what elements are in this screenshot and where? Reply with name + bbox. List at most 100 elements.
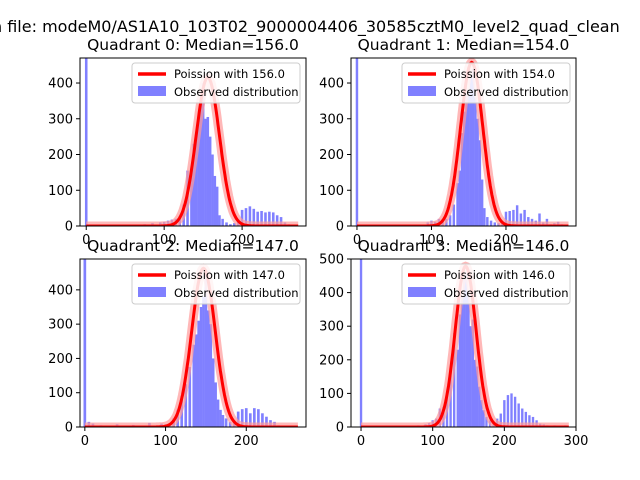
x-tick-label: 200 — [492, 434, 517, 449]
poisson-curve — [357, 58, 569, 226]
legend-observed-label: Observed distribution — [174, 286, 299, 300]
histogram — [84, 58, 291, 226]
panel-title: Quadrant 2: Median=147.0 — [87, 237, 299, 255]
hist-bar — [504, 211, 508, 226]
y-tick-label: 100 — [319, 184, 344, 199]
hist-bar — [84, 58, 88, 226]
axes-frame — [350, 57, 577, 227]
hist-bar — [260, 210, 263, 226]
hist-bar — [192, 143, 196, 226]
panel-title: Quadrant 3: Median=146.0 — [358, 237, 570, 255]
hist-bar — [275, 215, 279, 226]
hist-bar — [486, 217, 489, 226]
hist-bar — [521, 408, 524, 427]
y-tick-label: 100 — [319, 387, 344, 402]
hist-bar — [453, 332, 456, 427]
hist-bar — [531, 416, 535, 427]
legend-observed-swatch — [138, 86, 166, 96]
legend: Poission with 154.0 Observed distribution — [401, 62, 571, 104]
axes-frame — [79, 258, 307, 428]
hist-bar — [225, 222, 228, 226]
legend-observed-swatch — [408, 287, 436, 297]
y-tick-label: 400 — [319, 286, 344, 301]
quadrant-2-panel: 0 100 200 0 100 200 300 400 Quadrant 2: Median=1… — [48, 237, 307, 449]
hist-bar — [236, 411, 240, 427]
hist-bar — [538, 213, 541, 226]
legend-poisson-label: Poission with 156.0 — [174, 67, 285, 81]
legend-poisson-label: Poission with 147.0 — [174, 268, 285, 282]
hist-bar — [233, 223, 236, 226]
hist-bar — [215, 186, 219, 226]
hist-bar — [456, 183, 459, 226]
hist-bar — [264, 212, 267, 226]
hist-bar — [206, 116, 210, 226]
hist-bar — [207, 310, 210, 427]
x-tick-label: 300 — [564, 434, 589, 449]
poisson-curve-line — [357, 60, 569, 226]
y-tick-label: 0 — [336, 220, 344, 235]
hist-bar — [482, 410, 485, 427]
hist-bar — [214, 382, 217, 427]
poisson-curve — [86, 72, 299, 226]
hist-bar — [476, 118, 479, 226]
hist-bar — [523, 209, 526, 226]
hist-bar — [480, 179, 484, 226]
hist-bar — [485, 416, 488, 427]
poisson-curve-line — [84, 266, 298, 427]
x-tick-label: 0 — [357, 434, 365, 449]
legend-observed-label: Observed distribution — [444, 286, 569, 300]
hist-bar — [211, 154, 214, 226]
hist-bar — [463, 279, 466, 427]
x-tick-label: 200 — [494, 233, 519, 248]
x-tick-label: 100 — [153, 434, 178, 449]
legend-observed-swatch — [138, 287, 166, 297]
hist-bar — [224, 418, 228, 427]
hist-bar — [248, 206, 252, 226]
legend: Poission with 147.0 Observed distribution — [131, 263, 301, 305]
hist-bar — [208, 136, 212, 226]
hist-bar — [456, 349, 459, 427]
legend-observed-swatch — [408, 86, 436, 96]
hist-bar — [192, 344, 196, 427]
hist-bar — [506, 395, 510, 427]
y-tick-label: 500 — [319, 253, 344, 268]
x-tick-label: 200 — [234, 434, 259, 449]
hist-bar — [216, 399, 220, 427]
panel-title: Quadrant 0: Median=156.0 — [87, 36, 299, 54]
hist-bar — [211, 358, 215, 427]
y-tick-label: 300 — [48, 112, 73, 127]
hist-bar — [265, 416, 268, 427]
y-tick-label: 0 — [65, 220, 73, 235]
hist-bar — [197, 320, 200, 427]
hist-bar — [452, 204, 456, 226]
hist-bar — [510, 393, 513, 427]
legend-poisson-label: Poission with 154.0 — [444, 67, 555, 81]
hist-bar — [244, 408, 248, 427]
y-tick-label: 200 — [48, 148, 73, 163]
hist-bar — [508, 210, 511, 226]
hist-bar — [460, 133, 464, 226]
hist-bar — [355, 58, 359, 226]
hist-bar — [503, 400, 506, 427]
hist-bar — [204, 118, 207, 226]
hist-bar — [517, 403, 520, 427]
hist-bar — [197, 122, 200, 226]
hist-bar — [475, 366, 479, 427]
hist-bar — [458, 314, 462, 427]
y-tick-label: 300 — [319, 320, 344, 335]
hist-bar — [190, 168, 193, 226]
hist-bar — [219, 409, 222, 427]
y-tick-label: 100 — [48, 184, 73, 199]
hist-bar — [199, 100, 203, 226]
hist-bar — [268, 211, 271, 226]
hist-bar — [202, 296, 205, 427]
hist-bar — [244, 208, 248, 226]
legend-observed-label: Observed distribution — [174, 85, 299, 99]
hist-bar — [469, 75, 473, 226]
hist-bar — [83, 259, 87, 427]
hist-bar — [515, 205, 519, 226]
hist-bar — [221, 218, 224, 226]
hist-bar — [240, 409, 244, 427]
poisson-curve — [84, 263, 298, 427]
